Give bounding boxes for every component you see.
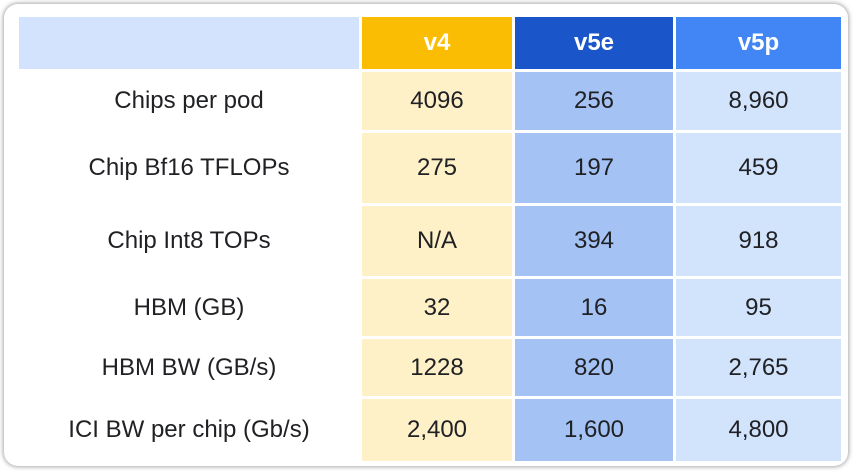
cell-v4: 2,400	[362, 399, 512, 461]
cell-v4: 1228	[362, 339, 512, 396]
cell-v5e: 256	[515, 72, 673, 130]
cell-v5p: 2,765	[676, 339, 841, 396]
header-v5p: v5p	[676, 17, 841, 69]
header-corner-cell	[19, 17, 359, 69]
table-row: Chip Bf16 TFLOPs 275 197 459	[19, 133, 841, 203]
row-label: HBM (GB)	[19, 279, 359, 336]
cell-v5p: 459	[676, 133, 841, 203]
cell-v5e: 394	[515, 206, 673, 276]
row-label: Chips per pod	[19, 72, 359, 130]
cell-v5p: 95	[676, 279, 841, 336]
cell-v4: 275	[362, 133, 512, 203]
cell-v5e: 16	[515, 279, 673, 336]
row-label: ICI BW per chip (Gb/s)	[19, 399, 359, 461]
header-row: v4 v5e v5p	[19, 17, 841, 69]
cell-v5p: 918	[676, 206, 841, 276]
table-row: HBM BW (GB/s) 1228 820 2,765	[19, 339, 841, 396]
cell-v5e: 197	[515, 133, 673, 203]
cell-v5e: 1,600	[515, 399, 673, 461]
table-row: Chip Int8 TOPs N/A 394 918	[19, 206, 841, 276]
cell-v4: N/A	[362, 206, 512, 276]
row-label: HBM BW (GB/s)	[19, 339, 359, 396]
table-row: ICI BW per chip (Gb/s) 2,400 1,600 4,800	[19, 399, 841, 461]
cell-v4: 4096	[362, 72, 512, 130]
header-v4: v4	[362, 17, 512, 69]
cell-v5e: 820	[515, 339, 673, 396]
row-label: Chip Int8 TOPs	[19, 206, 359, 276]
table-row: HBM (GB) 32 16 95	[19, 279, 841, 336]
cell-v4: 32	[362, 279, 512, 336]
table-row: Chips per pod 4096 256 8,960	[19, 72, 841, 130]
comparison-card: v4 v5e v5p Chips per pod 4096 256 8,960 …	[4, 4, 848, 466]
row-label: Chip Bf16 TFLOPs	[19, 133, 359, 203]
header-v5e: v5e	[515, 17, 673, 69]
cell-v5p: 8,960	[676, 72, 841, 130]
tpu-comparison-table: v4 v5e v5p Chips per pod 4096 256 8,960 …	[16, 14, 844, 464]
cell-v5p: 4,800	[676, 399, 841, 461]
